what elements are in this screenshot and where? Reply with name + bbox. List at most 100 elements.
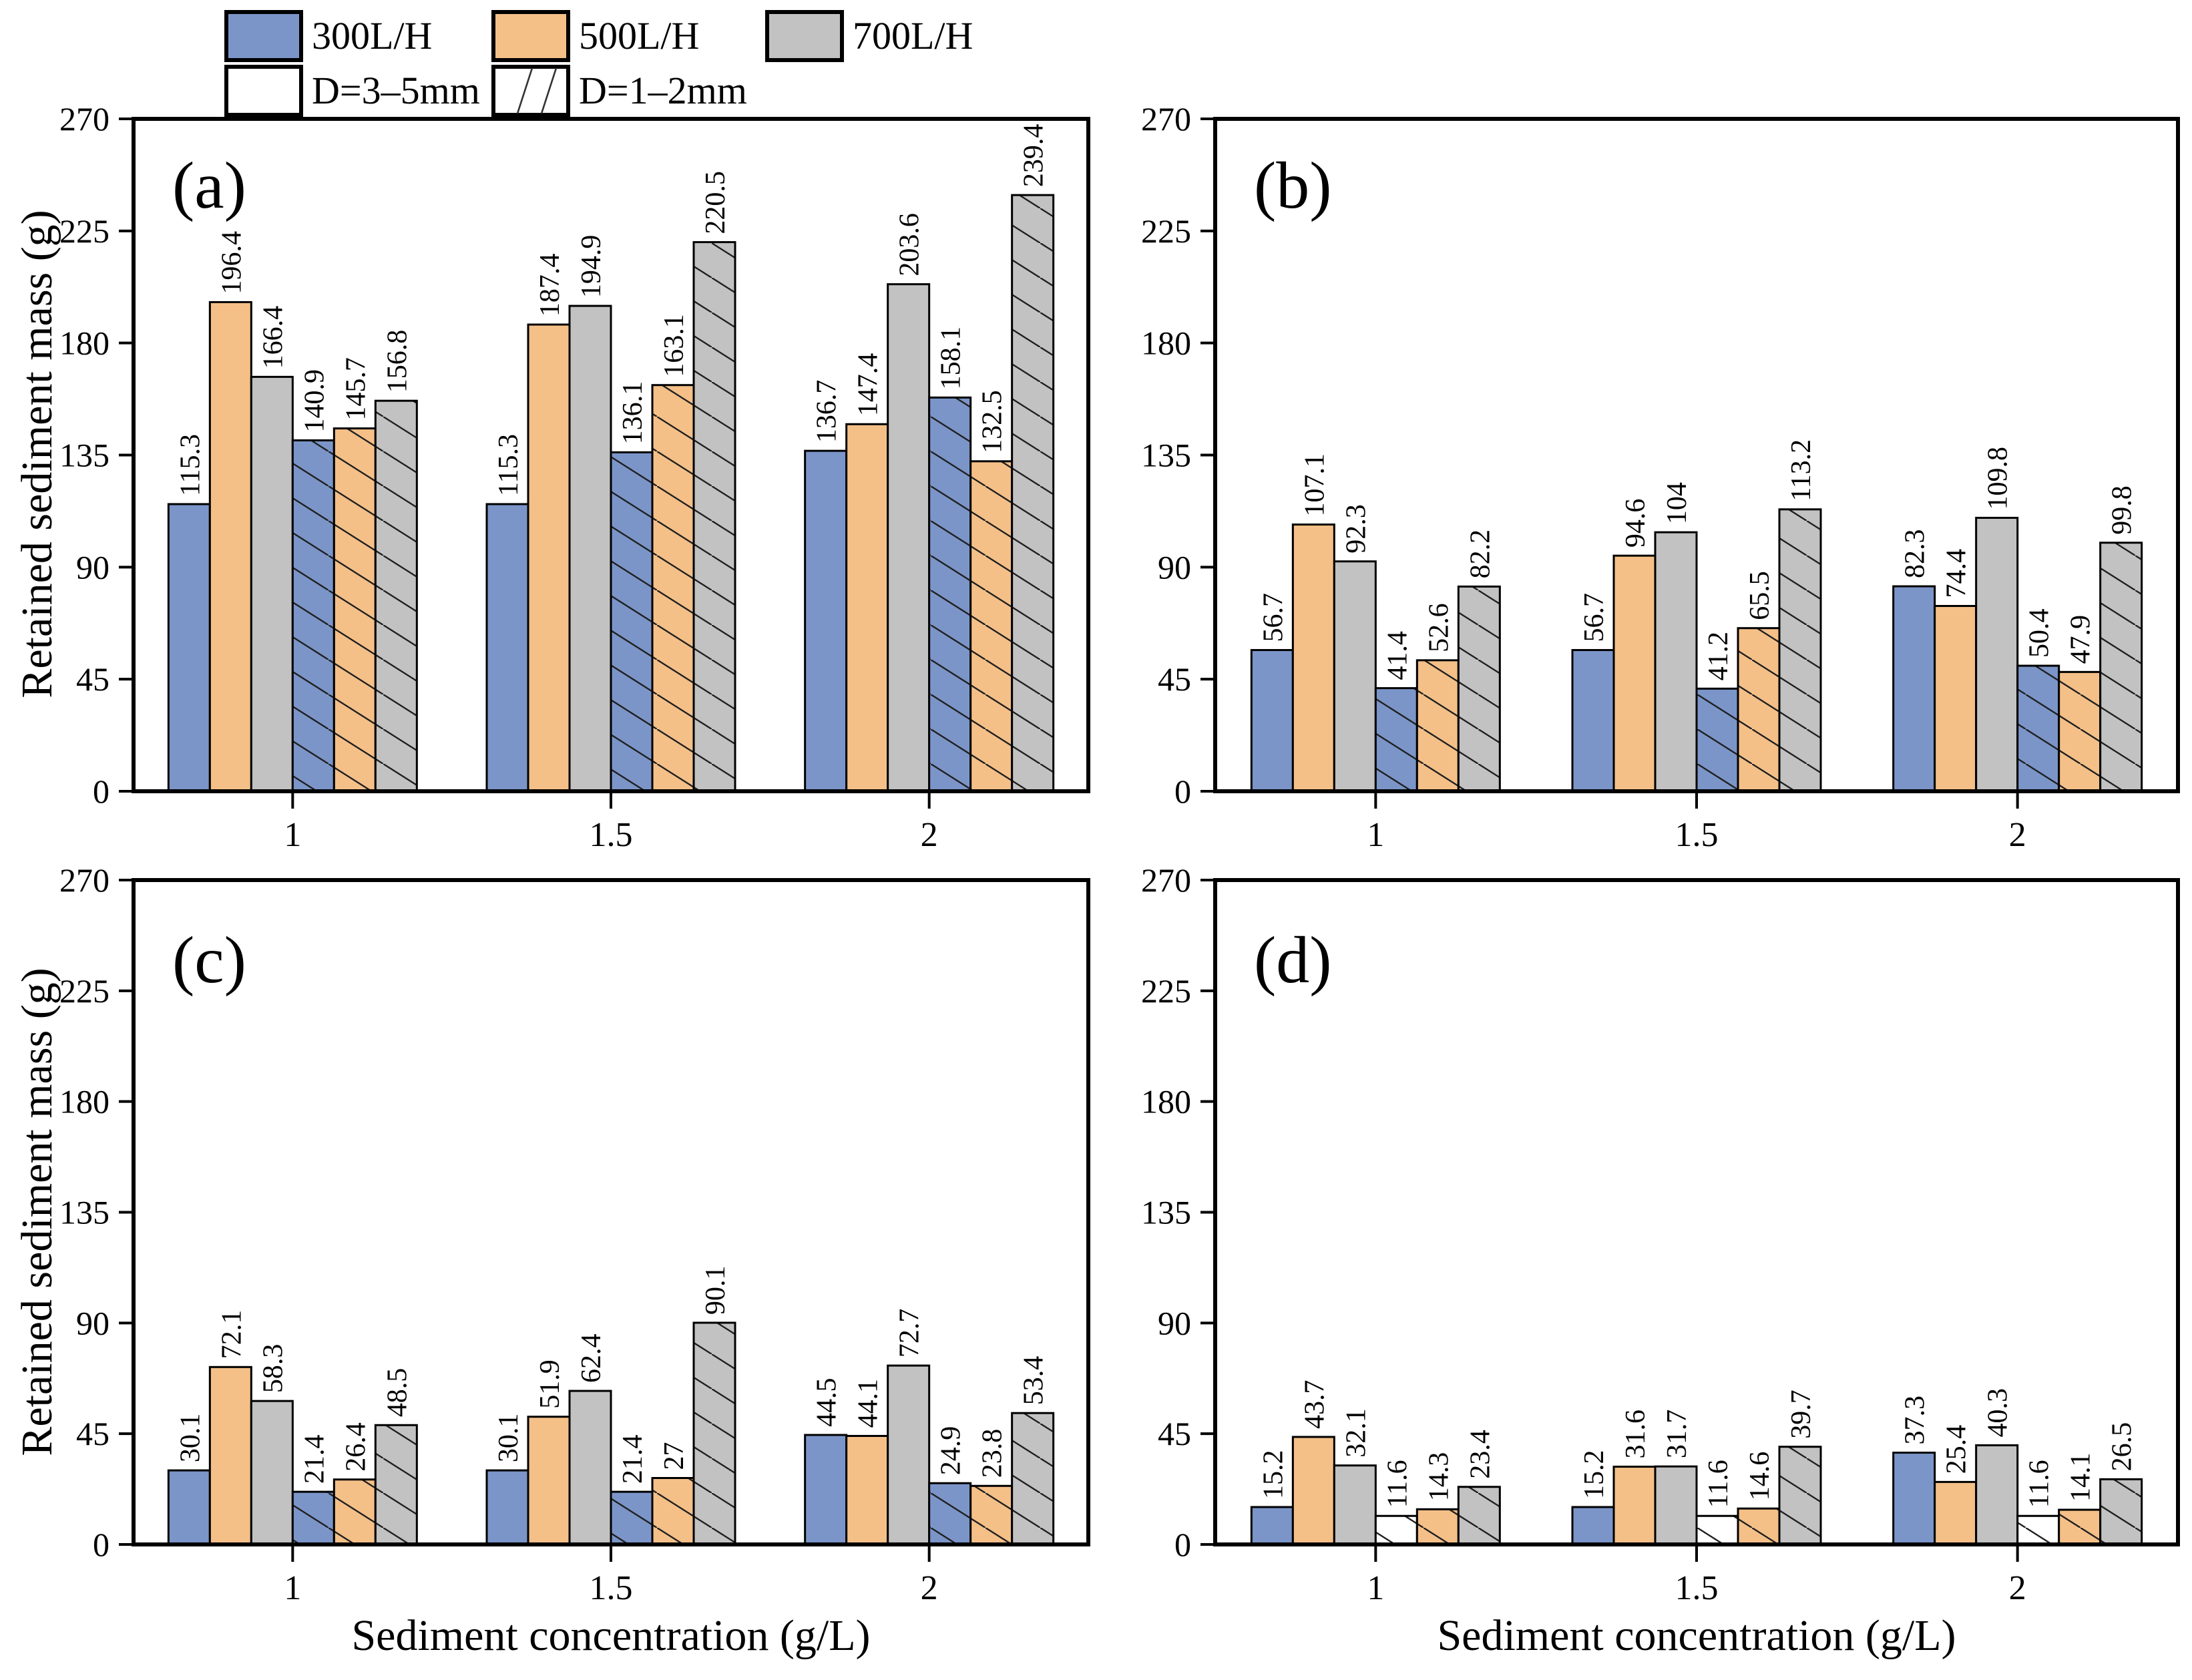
bar-value-label: 203.6 xyxy=(895,213,925,276)
legend-item-d3-5mm: D=3–5mm xyxy=(224,64,480,118)
bar-value-label: 82.2 xyxy=(1465,530,1496,579)
bar-value-label: 72.7 xyxy=(895,1309,925,1358)
y-axis-title-left-bottom: Retained sediment mass (g) xyxy=(13,968,61,1456)
bar xyxy=(846,1436,888,1544)
bar-hatch xyxy=(2017,666,2059,791)
bar-value-label: 15.2 xyxy=(1258,1450,1289,1499)
bar-value-label: 163.1 xyxy=(659,314,690,377)
y-tick-label: 225 xyxy=(1141,212,1191,250)
bar-value-label: 37.3 xyxy=(1900,1396,1931,1445)
bar-hatch xyxy=(694,242,735,791)
legend-item-700lh: 700L/H xyxy=(764,9,973,63)
y-tick-label: 225 xyxy=(1141,972,1191,1010)
bar-value-label: 56.7 xyxy=(1579,593,1610,642)
bar-hatch xyxy=(2058,672,2101,791)
bar-value-label: 14.3 xyxy=(1423,1452,1454,1502)
y-tick-label: 270 xyxy=(1141,100,1191,138)
y-tick-label: 225 xyxy=(59,972,109,1010)
legend-swatch-500lh-icon xyxy=(491,10,570,62)
panel-c: 0 45 90 135 180 225 270 1 30.1 72.1 58.3 21.4 26.4 48… xyxy=(59,861,1090,1607)
bar-value-label: 26.5 xyxy=(2107,1422,2138,1472)
bar-value-label: 147.4 xyxy=(853,353,884,417)
y-tick-label: 135 xyxy=(1141,1194,1191,1231)
bar xyxy=(887,1366,929,1544)
bar-value-label: 26.4 xyxy=(341,1422,371,1472)
axis-frame xyxy=(132,878,1090,1546)
panel-letter-d: (d) xyxy=(1254,923,1332,997)
y-tick-label: 0 xyxy=(93,1526,109,1563)
bar-value-label: 14.6 xyxy=(1745,1452,1775,1501)
bar-hatch xyxy=(970,461,1012,791)
panel-letter-c: (c) xyxy=(172,923,246,997)
bar-value-label: 14.1 xyxy=(2066,1453,2097,1502)
x-tick-label: 1.5 xyxy=(1675,1569,1719,1607)
bar xyxy=(210,302,252,791)
bar-value-label: 41.2 xyxy=(1703,632,1734,681)
bar-value-label: 62.4 xyxy=(576,1334,607,1384)
bar-value-label: 166.4 xyxy=(258,306,288,369)
bar xyxy=(1251,650,1293,791)
bar-value-label: 90.1 xyxy=(700,1265,731,1315)
bar xyxy=(846,424,888,791)
bar-value-label: 74.4 xyxy=(1942,549,1972,598)
axis-frame xyxy=(1213,878,2180,1546)
bar xyxy=(1293,524,1335,791)
legend-item-300lh: 300L/H xyxy=(224,9,432,63)
y-tick-label: 135 xyxy=(59,437,109,474)
bar xyxy=(487,1470,528,1544)
legend-swatch-300lh-icon xyxy=(224,10,303,62)
legend-item-500lh: 500L/H xyxy=(491,9,699,63)
panel-a: 0 45 90 135 180 225 270 1 115.3 196.4 166.4 140.9 14… xyxy=(59,100,1090,854)
y-tick-label: 90 xyxy=(76,548,109,586)
bar xyxy=(1893,586,1935,791)
legend-item-d1-2mm: D=1–2mm xyxy=(491,64,747,118)
bar-value-label: 194.9 xyxy=(576,235,607,298)
bar-hatch xyxy=(929,1483,971,1544)
bar xyxy=(1572,650,1614,791)
axis-frame xyxy=(1213,117,2180,793)
bar-value-label: 40.3 xyxy=(1983,1388,2014,1438)
bar-value-label: 113.2 xyxy=(1786,439,1817,501)
bar-hatch xyxy=(375,1425,417,1544)
bar-hatch xyxy=(1012,1413,1054,1544)
legend-label: 300L/H xyxy=(312,14,433,57)
bar-value-label: 15.2 xyxy=(1579,1450,1610,1499)
bar-hatch xyxy=(1458,1486,1500,1544)
bar-hatch xyxy=(375,401,417,791)
bar-value-label: 41.4 xyxy=(1382,631,1413,680)
bar-value-label: 24.9 xyxy=(936,1426,967,1476)
bar-hatch xyxy=(1458,586,1500,791)
bar-hatch xyxy=(1012,195,1054,791)
bar-value-label: 39.7 xyxy=(1786,1390,1817,1439)
bar xyxy=(570,1391,611,1544)
bar-value-label: 158.1 xyxy=(936,327,967,390)
bar-value-label: 43.7 xyxy=(1299,1380,1330,1429)
bar-hatch xyxy=(1738,628,1779,791)
x-tick-label: 2 xyxy=(921,1569,938,1607)
bar-hatch xyxy=(2100,1479,2142,1544)
x-tick-label: 1 xyxy=(284,1569,301,1607)
bar-value-label: 47.9 xyxy=(2066,615,2097,664)
bar xyxy=(1934,606,1976,791)
bar xyxy=(1976,1445,2018,1544)
y-tick-label: 135 xyxy=(59,1194,109,1231)
bar-hatch xyxy=(1375,1516,1417,1544)
bar xyxy=(168,1470,210,1544)
x-tick-label: 1.5 xyxy=(590,1569,633,1607)
y-tick-label: 45 xyxy=(1158,660,1191,698)
bar-value-label: 32.1 xyxy=(1341,1408,1371,1458)
bar xyxy=(805,451,847,791)
bar-value-label: 136.7 xyxy=(812,380,843,443)
bar xyxy=(1655,1466,1697,1544)
bar-hatch xyxy=(1779,509,1821,791)
bar-hatch xyxy=(652,1478,694,1544)
bar xyxy=(528,1416,570,1544)
y-tick-label: 0 xyxy=(93,773,109,810)
bar-value-label: 107.1 xyxy=(1299,453,1330,517)
y-tick-label: 90 xyxy=(1158,548,1191,586)
panel-letter-b: (b) xyxy=(1254,148,1332,222)
bar-value-label: 82.3 xyxy=(1900,530,1931,579)
x-tick-label: 2 xyxy=(2009,816,2026,854)
legend-swatch-plain-icon xyxy=(224,65,303,117)
